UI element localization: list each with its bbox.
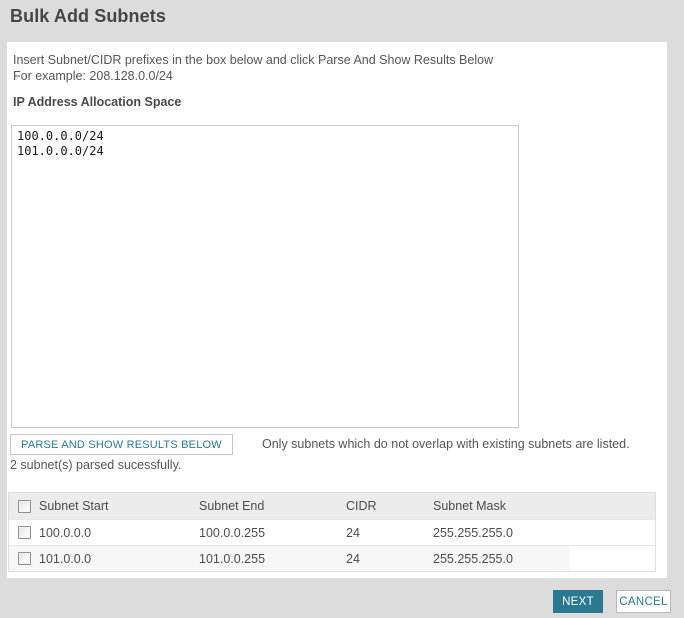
subnet-mask-cell: 255.255.255.0 <box>433 525 513 540</box>
content-panel: Insert Subnet/CIDR prefixes in the box b… <box>7 42 667 578</box>
column-header-subnet-end: Subnet End <box>199 499 265 513</box>
instruction-example-text: For example: 208.128.0.0/24 <box>13 69 173 83</box>
row-checkbox[interactable] <box>18 552 31 565</box>
column-header-cidr: CIDR <box>346 499 377 513</box>
column-header-subnet-mask: Subnet Mask <box>433 499 506 513</box>
page-title: Bulk Add Subnets <box>10 6 166 26</box>
table-row: 101.0.0.0 101.0.0.255 24 255.255.255.0 <box>9 545 655 571</box>
row-checkbox-cell <box>9 546 39 571</box>
instruction-text: Insert Subnet/CIDR prefixes in the box b… <box>13 53 494 67</box>
overlap-note-text: Only subnets which do not overlap with e… <box>262 437 630 451</box>
ip-allocation-space-label: IP Address Allocation Space <box>13 95 182 109</box>
subnet-start-cell: 100.0.0.0 <box>39 525 92 540</box>
subnet-start-cell: 101.0.0.0 <box>39 546 199 571</box>
parse-and-show-results-button[interactable]: PARSE AND SHOW RESULTS BELOW <box>10 434 233 455</box>
next-button[interactable]: NEXT <box>553 590 603 613</box>
subnet-end-cell: 101.0.0.255 <box>199 546 346 571</box>
subnet-mask-cell: 255.255.255.0 <box>433 546 569 571</box>
cidr-cell: 24 <box>346 525 360 540</box>
subnet-end-cell: 100.0.0.255 <box>199 525 266 540</box>
subnet-cidr-textarea[interactable]: 100.0.0.0/24 101.0.0.0/24 <box>11 125 519 428</box>
parsed-subnets-table: Subnet Start Subnet End CIDR Subnet Mask… <box>8 492 656 572</box>
row-filler-cell <box>569 546 655 571</box>
row-checkbox-cell <box>9 520 39 545</box>
cancel-button[interactable]: CANCEL <box>616 590 671 613</box>
header-filler-cell <box>569 493 655 519</box>
row-filler-cell <box>569 520 655 545</box>
column-header-subnet-start: Subnet Start <box>39 499 109 513</box>
select-all-checkbox[interactable] <box>18 499 31 513</box>
cidr-cell: 24 <box>346 546 433 571</box>
table-header-row: Subnet Start Subnet End CIDR Subnet Mask <box>9 493 655 519</box>
row-checkbox[interactable] <box>18 526 31 539</box>
parse-status-text: 2 subnet(s) parsed sucessfully. <box>10 458 182 472</box>
table-row: 100.0.0.0 100.0.0.255 24 255.255.255.0 <box>9 519 655 545</box>
select-all-cell <box>9 493 39 519</box>
